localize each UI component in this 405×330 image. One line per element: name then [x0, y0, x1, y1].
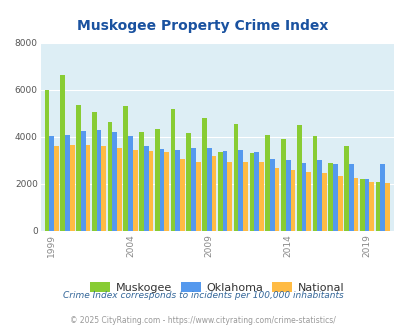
Bar	[186, 133, 191, 231]
Bar	[202, 118, 207, 231]
Bar	[180, 159, 184, 231]
Bar	[301, 163, 305, 231]
Bar	[101, 147, 106, 231]
Bar	[249, 153, 254, 231]
Bar	[264, 135, 269, 231]
Bar	[238, 150, 243, 231]
Bar	[379, 164, 384, 231]
Bar	[211, 156, 216, 231]
Legend: Muskogee, Oklahoma, National: Muskogee, Oklahoma, National	[85, 278, 348, 297]
Bar	[337, 176, 342, 231]
Bar	[107, 122, 112, 231]
Bar	[207, 148, 211, 231]
Bar	[369, 182, 373, 231]
Bar	[321, 173, 326, 231]
Bar	[143, 147, 148, 231]
Bar	[364, 179, 369, 231]
Bar	[132, 150, 137, 231]
Bar	[274, 168, 279, 231]
Bar	[317, 160, 321, 231]
Bar	[148, 151, 153, 231]
Bar	[222, 151, 227, 231]
Bar	[49, 136, 54, 231]
Bar	[191, 148, 196, 231]
Bar	[280, 139, 285, 231]
Bar	[312, 136, 317, 231]
Bar	[92, 112, 96, 231]
Bar	[45, 90, 49, 231]
Bar	[112, 132, 117, 231]
Bar	[81, 131, 85, 231]
Bar	[384, 183, 389, 231]
Bar	[258, 162, 263, 231]
Text: Muskogee Property Crime Index: Muskogee Property Crime Index	[77, 19, 328, 33]
Bar	[269, 159, 274, 231]
Bar	[139, 132, 143, 231]
Bar	[328, 163, 332, 231]
Bar	[196, 162, 200, 231]
Bar	[96, 130, 101, 231]
Bar	[332, 164, 337, 231]
Bar	[254, 152, 258, 231]
Bar	[296, 125, 301, 231]
Bar	[70, 145, 75, 231]
Bar	[155, 129, 159, 231]
Bar	[290, 170, 294, 231]
Bar	[159, 149, 164, 231]
Bar	[164, 152, 169, 231]
Bar	[85, 145, 90, 231]
Bar	[359, 179, 364, 231]
Text: Crime Index corresponds to incidents per 100,000 inhabitants: Crime Index corresponds to incidents per…	[62, 291, 343, 300]
Bar	[348, 164, 353, 231]
Bar	[60, 75, 65, 231]
Bar	[54, 147, 59, 231]
Bar	[227, 162, 232, 231]
Bar	[285, 160, 290, 231]
Bar	[117, 148, 121, 231]
Bar	[170, 109, 175, 231]
Bar	[175, 150, 180, 231]
Bar	[65, 135, 70, 231]
Bar	[217, 152, 222, 231]
Bar	[128, 136, 132, 231]
Bar	[123, 106, 128, 231]
Bar	[343, 147, 348, 231]
Bar	[353, 178, 358, 231]
Bar	[305, 172, 310, 231]
Bar	[233, 124, 238, 231]
Bar	[375, 182, 379, 231]
Text: © 2025 CityRating.com - https://www.cityrating.com/crime-statistics/: © 2025 CityRating.com - https://www.city…	[70, 316, 335, 325]
Bar	[76, 105, 81, 231]
Bar	[243, 162, 247, 231]
